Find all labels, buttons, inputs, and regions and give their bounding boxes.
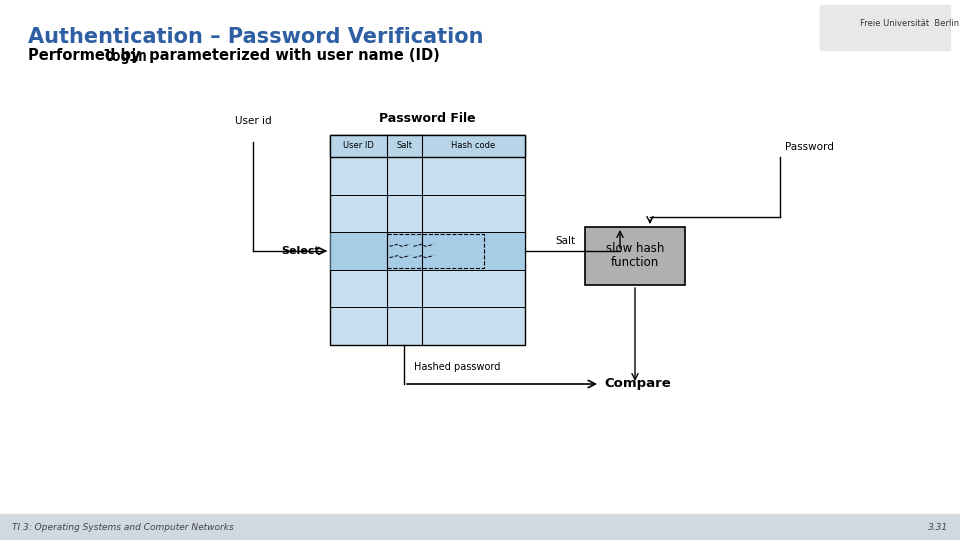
- Text: parameterized with user name (ID): parameterized with user name (ID): [144, 48, 440, 63]
- Bar: [585, 227, 685, 285]
- Bar: [330, 135, 525, 345]
- Text: Hashed password: Hashed password: [414, 362, 500, 372]
- Text: 3.31: 3.31: [928, 523, 948, 531]
- Text: Password File: Password File: [379, 112, 476, 125]
- Text: Password: Password: [785, 142, 834, 152]
- Text: TI 3: Operating Systems and Computer Networks: TI 3: Operating Systems and Computer Net…: [12, 523, 233, 531]
- Text: User ID: User ID: [343, 141, 373, 151]
- Bar: [330, 232, 525, 270]
- Text: Select: Select: [281, 246, 320, 256]
- Bar: [820, 5, 950, 50]
- Text: slow hash: slow hash: [606, 242, 664, 255]
- Text: Hash code: Hash code: [451, 141, 495, 151]
- Bar: [0, 514, 960, 540]
- Text: function: function: [611, 256, 660, 269]
- Text: Compare: Compare: [604, 377, 671, 390]
- Bar: [330, 135, 525, 157]
- Text: Performed by: Performed by: [28, 48, 146, 63]
- Text: Salt: Salt: [396, 141, 412, 151]
- Text: User id: User id: [234, 116, 272, 126]
- Bar: [387, 234, 484, 268]
- Text: Freie Universität  Berlin: Freie Universität Berlin: [860, 18, 959, 28]
- Text: login: login: [103, 48, 147, 64]
- Text: Authentication – Password Verification: Authentication – Password Verification: [28, 27, 484, 47]
- Text: Salt: Salt: [555, 236, 575, 246]
